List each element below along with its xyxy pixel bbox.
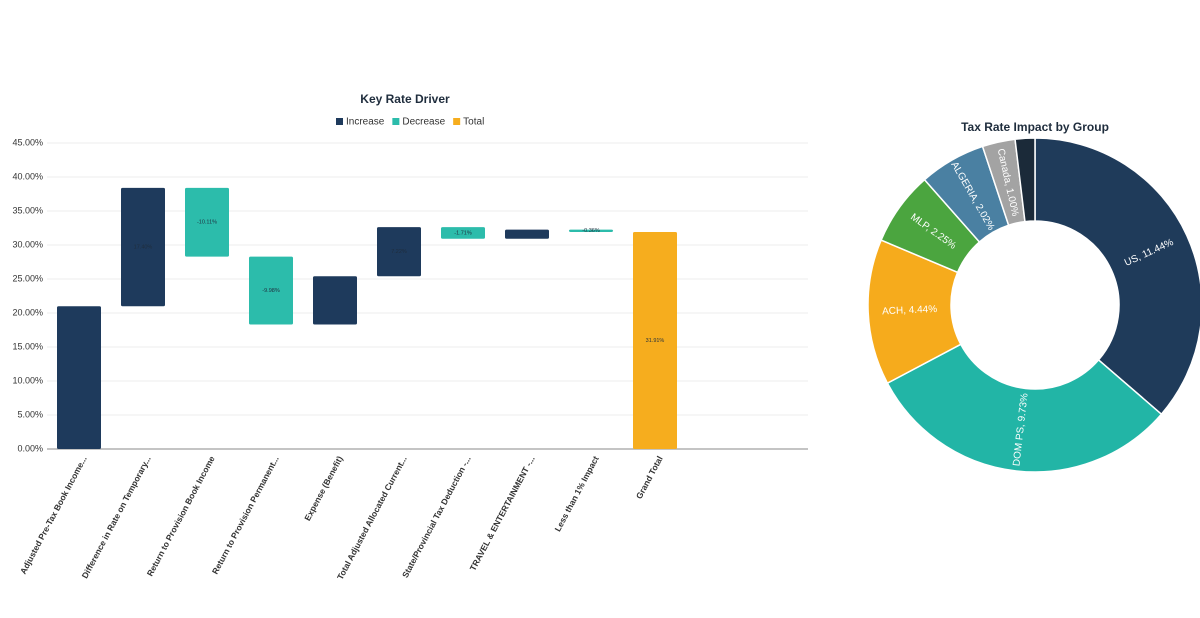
bar bbox=[185, 187, 229, 257]
legend-swatch bbox=[336, 118, 343, 125]
bar bbox=[377, 227, 421, 277]
x-tick-label: Adjusted Pre-Tax Book Income... bbox=[18, 454, 89, 575]
donut-slice bbox=[1034, 137, 1200, 416]
value-label: 17.40% bbox=[134, 244, 153, 250]
value-label: -10.11% bbox=[197, 220, 217, 226]
y-tick-label: 35.00% bbox=[12, 205, 43, 215]
legend-label: Total bbox=[463, 117, 484, 128]
y-tick-label: 0.00% bbox=[17, 443, 43, 453]
x-tick-label: Total Adjusted Allocated Current... bbox=[335, 454, 409, 581]
bar bbox=[633, 232, 677, 449]
bar bbox=[505, 229, 549, 239]
legend-label: Increase bbox=[346, 117, 385, 128]
donut-slice bbox=[1014, 137, 1036, 223]
legend-swatch bbox=[392, 118, 400, 125]
x-tick-label: TRAVEL & ENTERTAINMENT -... bbox=[468, 454, 537, 572]
donut-slice bbox=[886, 343, 1163, 473]
x-tick-label: Expense (Benefit) bbox=[302, 454, 345, 522]
value-label: -0.36% bbox=[582, 228, 600, 234]
value-label: 31.91% bbox=[646, 338, 665, 344]
legend-swatch bbox=[453, 118, 461, 125]
y-tick-label: 25.00% bbox=[12, 273, 43, 283]
x-tick-label: State/Provincial Tax Deduction -... bbox=[400, 454, 473, 579]
value-label: -1.71% bbox=[454, 230, 472, 236]
chart-title: Key Rate Driver bbox=[360, 92, 450, 106]
x-tick-label: Return to Provision Permanent... bbox=[210, 454, 281, 575]
chart-title: Tax Rate Impact by Group bbox=[961, 120, 1109, 134]
y-tick-label: 10.00% bbox=[12, 375, 43, 385]
bar bbox=[249, 256, 293, 325]
bar bbox=[57, 306, 101, 449]
value-label: 7.22% bbox=[391, 249, 407, 255]
y-tick-label: 5.00% bbox=[17, 409, 43, 419]
bar bbox=[313, 276, 357, 325]
y-tick-label: 40.00% bbox=[12, 171, 43, 181]
slice-label: ACH, 4.44% bbox=[882, 304, 938, 317]
value-label: -9.98% bbox=[262, 288, 280, 294]
x-tick-label: Grand Total bbox=[634, 454, 665, 500]
x-tick-label: Return to Provision Book Income bbox=[145, 454, 217, 578]
legend-label: Decrease bbox=[402, 117, 445, 128]
y-tick-label: 15.00% bbox=[12, 341, 43, 351]
bar bbox=[121, 187, 165, 307]
y-tick-label: 45.00% bbox=[12, 137, 43, 147]
bar bbox=[441, 227, 485, 239]
y-tick-label: 30.00% bbox=[12, 239, 43, 249]
x-tick-label: Less than 1% Impact bbox=[552, 454, 600, 533]
bar bbox=[569, 229, 613, 233]
x-tick-label: Difference in Rate on Temporary... bbox=[80, 454, 153, 580]
y-tick-label: 20.00% bbox=[12, 307, 43, 317]
